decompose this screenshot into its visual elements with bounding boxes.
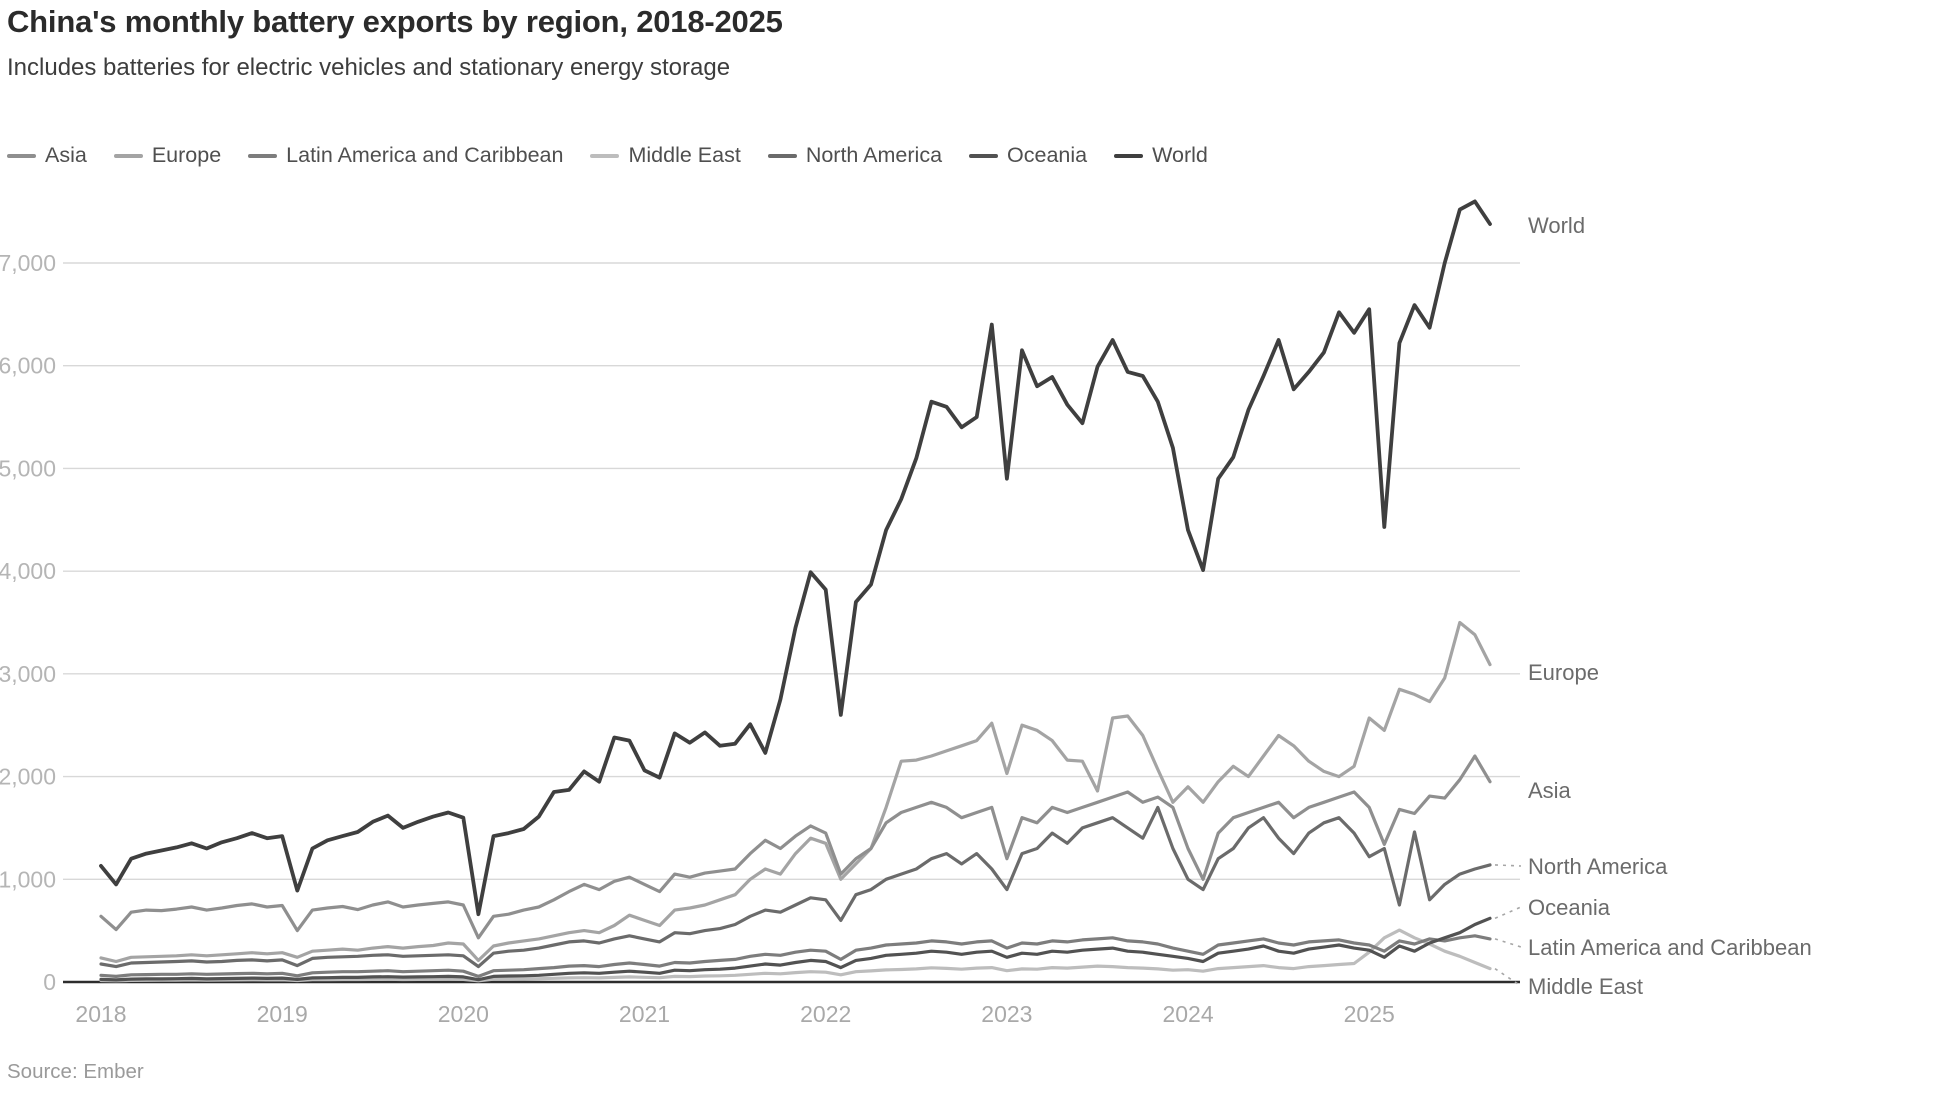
- series-line-north-america: [99, 805, 1492, 969]
- legend-item-europe: Europe: [113, 143, 222, 168]
- end-label-leader: [1494, 864, 1522, 867]
- y-axis-tick-label: 1,000: [0, 866, 56, 892]
- end-label-leader: [1494, 938, 1522, 948]
- end-label-leader: [1494, 906, 1522, 920]
- legend-label: Oceania: [1007, 143, 1088, 167]
- y-axis-tick-label: 2,000: [0, 764, 56, 790]
- legend-item-north-america: North America: [767, 143, 943, 168]
- series-line-latin-america-and-caribbean: [99, 934, 1492, 979]
- series-end-label: North America: [1528, 854, 1668, 879]
- legend-label: Asia: [45, 143, 87, 167]
- y-axis-tick-label: 4,000: [0, 558, 56, 584]
- y-axis-tick-label: 6,000: [0, 353, 56, 379]
- x-axis-tick-label: 2022: [800, 1001, 851, 1027]
- legend-swatch: [248, 153, 278, 158]
- series-end-label: World: [1528, 213, 1585, 238]
- series-line-middle-east: [99, 928, 1492, 983]
- legend-item-latin-america-and-caribbean: Latin America and Caribbean: [248, 143, 563, 168]
- series-line-asia: [99, 754, 1492, 940]
- x-axis-tick-label: 2020: [438, 1001, 489, 1027]
- legend-swatch: [113, 153, 143, 158]
- source-note: Source: Ember: [7, 1060, 144, 1083]
- legend-swatch: [7, 153, 36, 158]
- series-end-label: Middle East: [1528, 974, 1643, 999]
- x-axis-tick-label: 2025: [1344, 1001, 1395, 1027]
- y-axis-tick-label: 3,000: [0, 661, 56, 687]
- legend-item-middle-east: Middle East: [590, 143, 741, 168]
- x-axis-tick-label: 2023: [981, 1001, 1032, 1027]
- legend: Asia Europe Latin America and Caribbean Mid…: [7, 143, 1208, 168]
- legend-label: Europe: [151, 143, 222, 167]
- legend-swatch: [1114, 153, 1144, 158]
- legend-label: Middle East: [628, 143, 741, 167]
- series-end-label: Asia: [1528, 778, 1572, 803]
- series-line-europe: [99, 620, 1492, 964]
- series-line-oceania: [99, 916, 1492, 982]
- legend-swatch: [969, 153, 999, 158]
- legend-item-asia: Asia: [7, 143, 87, 168]
- legend-label: North America: [805, 143, 943, 167]
- legend-label: Latin America and Caribbean: [286, 143, 564, 167]
- chart-subtitle: Includes batteries for electric vehicles…: [7, 54, 731, 81]
- chart-title: China's monthly battery exports by regio…: [7, 4, 783, 39]
- legend-label: World: [1152, 143, 1208, 167]
- legend-item-oceania: Oceania: [969, 143, 1087, 168]
- x-axis-tick-label: 2019: [257, 1001, 308, 1027]
- end-label-leader: [1494, 967, 1522, 987]
- series-line-world: [99, 199, 1492, 917]
- series-end-label: Europe: [1528, 660, 1599, 685]
- series-end-label: Oceania: [1528, 895, 1611, 920]
- y-axis-tick-label: 5,000: [0, 455, 56, 481]
- x-axis-tick-label: 2024: [1162, 1001, 1213, 1027]
- legend-item-world: World: [1114, 143, 1208, 168]
- y-axis-tick-label: 7,000: [0, 250, 56, 276]
- y-axis-tick-label: 0: [43, 969, 56, 995]
- series-end-label: Latin America and Caribbean: [1528, 935, 1812, 960]
- legend-swatch: [590, 153, 620, 158]
- x-axis-tick-label: 2018: [75, 1001, 126, 1027]
- legend-swatch: [767, 153, 797, 158]
- x-axis-tick-label: 2021: [619, 1001, 670, 1027]
